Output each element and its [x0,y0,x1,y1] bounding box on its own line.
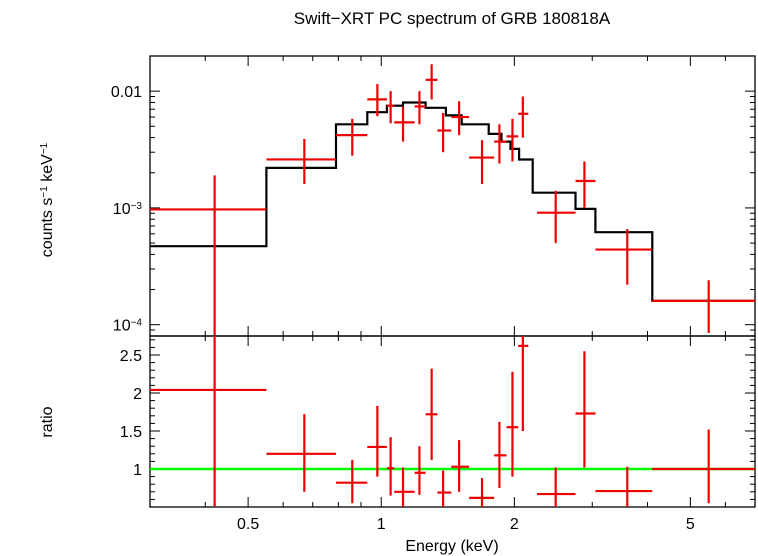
spectrum-data-point [394,106,415,142]
spectrum-data-point [451,101,470,136]
top-y-tick-label: 10−4 [113,317,143,335]
bottom-y-tick-label: 1.5 [120,424,142,441]
spectrum-data-point [518,96,529,138]
spectrum-data-point [367,84,387,117]
top-y-axis-label: counts s−1 keV−1 [39,142,57,257]
bottom-y-tick-label: 2.5 [120,348,142,365]
bottom-y-tick-label: 2 [133,386,142,403]
ratio-data-point [367,405,387,477]
spectrum-data-point [652,280,755,333]
spectrum-data-point [425,64,438,100]
x-axis-label: Energy (keV) [405,538,498,555]
spectrum-data-point [537,190,576,244]
ratio-data-point [494,421,507,488]
bottom-y-axis-label: ratio [39,406,56,437]
ratio-data-point [518,336,529,431]
bottom-y-tick-label: 1 [133,462,142,479]
bottom-panel-frame [149,335,756,508]
spectrum-data-point [386,91,395,124]
top-y-tick-label: 0.01 [111,84,142,101]
x-tick-label: 1 [377,516,386,533]
ratio-data-point [652,429,755,504]
ratio-data-point [394,467,415,507]
spectrum-data-point [506,118,519,162]
ylabel-exp-kev: −1 [39,142,50,154]
x-tick-label: 2 [510,516,519,533]
spectrum-data-point [469,140,495,185]
spectrum-data-point [494,124,507,164]
top-panel: 0.01 10−3 10−4 [111,55,756,337]
ratio-data-point [335,459,368,504]
ratio-data-point [451,440,470,492]
ratio-data-point [425,368,438,460]
ratio-data-point [150,336,267,507]
x-tick-label: 5 [686,516,695,533]
spectrum-data-point [335,118,368,156]
ratio-data-point [469,478,495,507]
ratio-data-point [595,466,653,507]
ylabel-exp-s: −1 [39,186,50,198]
model-step-line [150,101,755,302]
spectrum-data-point [414,91,426,125]
ratio-data-point [437,470,452,507]
spectrum-data-point [266,138,336,185]
ratio-data-point [537,467,576,507]
x-tick-label: 0.5 [237,516,259,533]
spectrum-data-point [575,161,596,208]
ratio-data-point [414,446,426,495]
ratio-data-point [575,351,596,468]
ylabel-part-counts: counts s [39,198,56,258]
ratio-data-point [266,414,336,492]
chart-title: Swift−XRT PC spectrum of GRB 180818A [294,9,611,28]
ratio-data-point [386,437,395,496]
spectrum-data-point [437,112,452,153]
top-panel-frame [149,55,756,337]
ratio-data-point [506,371,519,477]
top-y-tick-label: 10−3 [113,200,143,218]
ylabel-part-kev: keV [39,154,56,186]
bottom-panel: 1 1.5 2 2.5 0.5 1 2 5 [120,335,756,533]
spectrum-data-point [150,175,267,336]
spectrum-data-point [595,228,653,285]
